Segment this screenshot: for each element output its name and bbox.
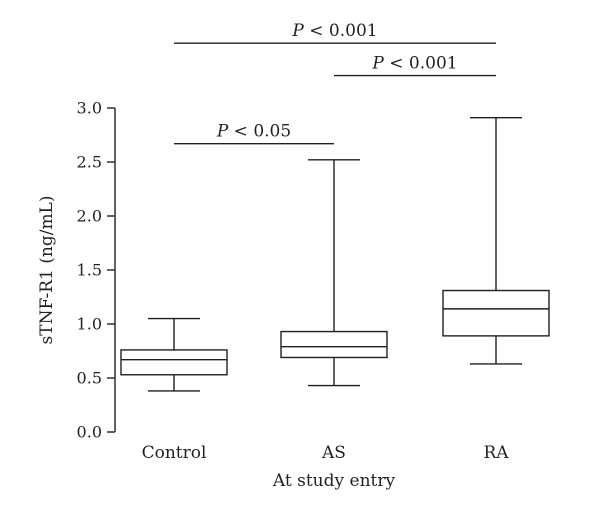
x-axis-title: At study entry [272, 471, 396, 491]
box-ra [442, 117, 550, 365]
x-tick-label: Control [142, 443, 207, 463]
iqr-box [280, 330, 388, 359]
axes: 0.0 0.5 1.0 1.5 2.0 2.5 3.0 Control AS RA [77, 99, 510, 464]
x-tick-label: AS [321, 443, 346, 463]
box-control [120, 317, 228, 392]
significance-label: P < 0.001 [291, 21, 377, 41]
iqr-box [120, 349, 228, 376]
significance-bar: P < 0.001 [334, 54, 496, 77]
y-tick-label: 0.5 [77, 369, 102, 388]
y-tick-label: 3.0 [77, 99, 102, 118]
significance-bar: P < 0.001 [174, 21, 496, 44]
y-axis-title: sTNF-R1 (ng/mL) [37, 196, 57, 345]
significance-label: P < 0.05 [216, 122, 291, 142]
box-group [120, 117, 550, 392]
significance-label: P < 0.001 [371, 54, 457, 74]
y-tick-label: 0.0 [77, 423, 102, 442]
box-as [280, 159, 388, 387]
y-tick-label: 1.5 [77, 261, 102, 280]
significance-group: P < 0.05 P < 0.001 P < 0.001 [174, 21, 496, 145]
y-tick-label: 2.0 [77, 207, 102, 226]
x-tick-label: RA [483, 443, 509, 463]
iqr-box [442, 289, 550, 337]
y-tick-label: 1.0 [77, 315, 102, 334]
significance-bar: P < 0.05 [174, 122, 334, 145]
y-tick-label: 2.5 [77, 153, 102, 172]
